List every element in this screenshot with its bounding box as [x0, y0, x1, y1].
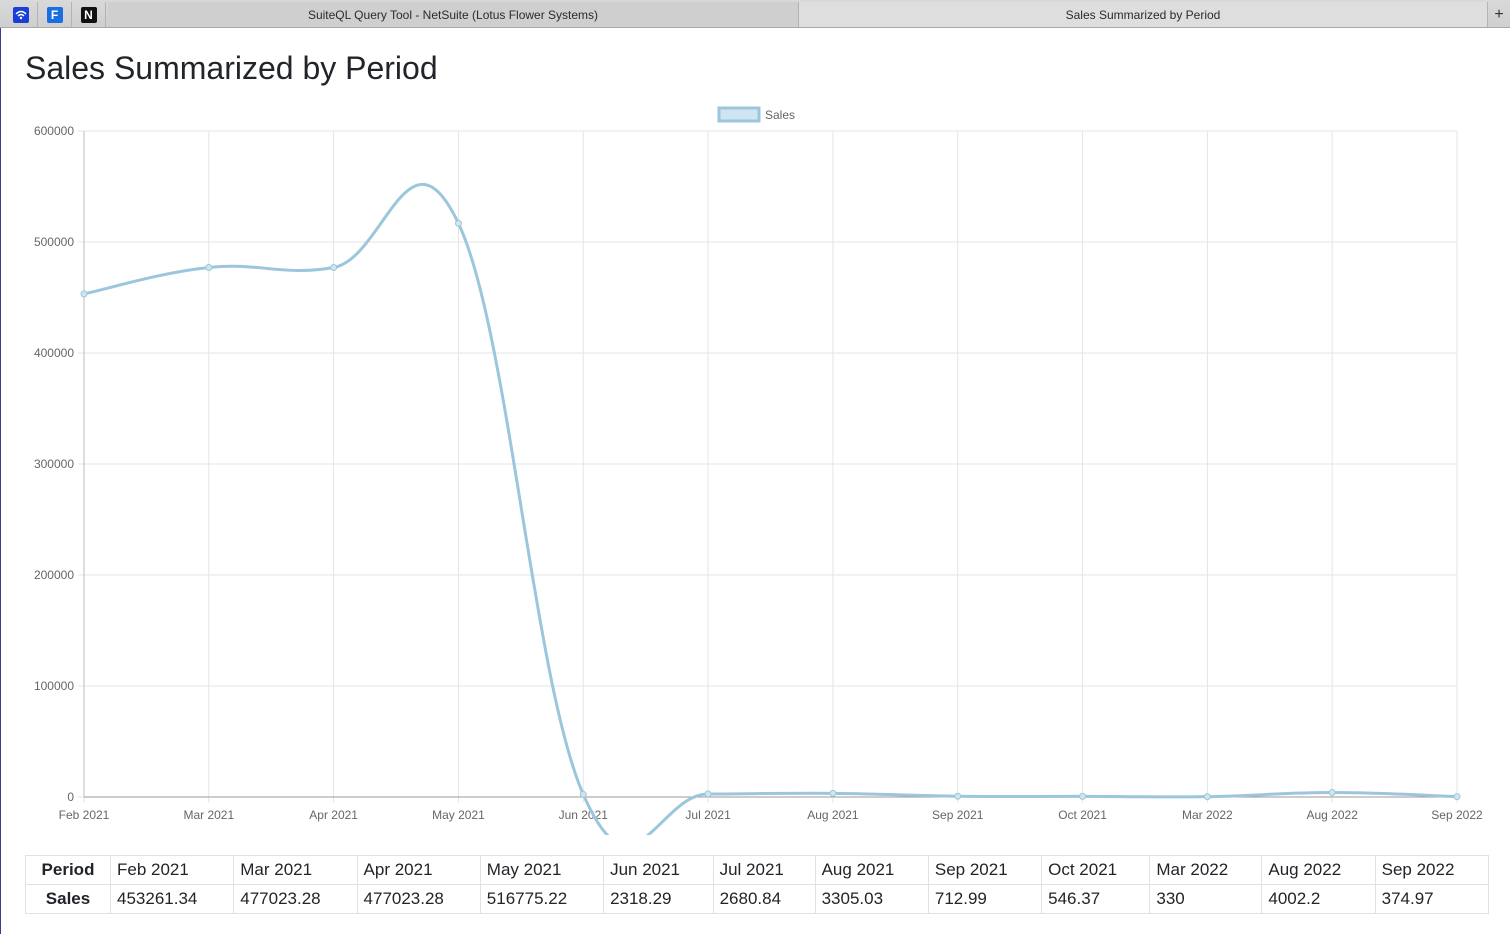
y-tick-label: 600000	[34, 124, 74, 138]
data-point-sales	[330, 264, 338, 272]
table-cell-period: Aug 2021	[814, 855, 929, 885]
x-tick-label: Jul 2021	[685, 808, 731, 822]
x-tick-label: Apr 2021	[309, 808, 358, 822]
table-cell-sales: 2680.84	[712, 884, 816, 914]
y-tick-label: 500000	[34, 235, 74, 249]
sales-data-table: Period Feb 2021 Mar 2021 Apr 2021 May 2021 J…	[25, 855, 1490, 914]
tab-sales-summarized[interactable]: Sales Summarized by Period	[799, 2, 1488, 27]
table-cell-period: Sep 2021	[927, 855, 1043, 885]
row-header-sales: Sales	[25, 884, 111, 914]
legend-swatch-sales	[717, 106, 761, 123]
table-cell-sales: 546.37	[1041, 884, 1151, 914]
data-point-sales	[1203, 793, 1211, 801]
data-point-sales	[704, 790, 712, 798]
y-tick-label: 400000	[34, 346, 74, 360]
table-cell-sales: 3305.03	[814, 884, 929, 914]
data-point-sales	[80, 290, 88, 298]
pinned-tab-n[interactable]: N	[72, 2, 106, 27]
data-point-sales	[1079, 792, 1087, 800]
table-cell-sales: 516775.22	[479, 884, 605, 914]
x-tick-label: Aug 2022	[1306, 808, 1358, 822]
tab-suiteql-query-tool[interactable]: SuiteQL Query Tool - NetSuite (Lotus Flo…	[108, 2, 799, 27]
table-cell-period: May 2021	[479, 855, 605, 885]
chart-legend: Sales	[717, 106, 795, 123]
pinned-tab-sxm[interactable]	[4, 2, 38, 27]
y-tick-label: 0	[67, 790, 74, 804]
series-points-sales	[80, 219, 1461, 801]
table-cell-period: Jul 2021	[712, 855, 816, 885]
data-point-sales	[1328, 789, 1336, 797]
x-tick-label: Jun 2021	[559, 808, 609, 822]
f-icon: F	[46, 6, 63, 23]
table-cell-sales: 453261.34	[109, 884, 235, 914]
browser-tab-bar: F N SuiteQL Query Tool - NetSuite (Lotus…	[0, 0, 1510, 28]
y-axis-ticks: 600000 500000 400000 300000 200000 100000 0	[34, 124, 74, 804]
table-cell-sales: 330	[1149, 884, 1263, 914]
x-tick-label: May 2021	[432, 808, 485, 822]
legend-label-sales: Sales	[765, 108, 795, 122]
y-tick-label: 200000	[34, 568, 74, 582]
sxm-wifi-icon	[12, 6, 29, 23]
data-point-sales	[954, 792, 962, 800]
row-header-period: Period	[25, 855, 111, 885]
table-cell-period: Apr 2021	[356, 855, 481, 885]
tab-label: SuiteQL Query Tool - NetSuite (Lotus Flo…	[307, 7, 599, 22]
table-cell-period: Jun 2021	[603, 855, 714, 885]
x-tick-label: Mar 2021	[183, 808, 234, 822]
table-cell-sales: 2318.29	[603, 884, 714, 914]
data-point-sales	[1453, 793, 1461, 801]
data-point-sales	[205, 264, 213, 272]
x-tick-label: Sep 2022	[1431, 808, 1483, 822]
page-title: Sales Summarized by Period	[25, 50, 438, 86]
x-tick-label: Feb 2021	[59, 808, 110, 822]
table-row-sales: Sales 453261.34 477023.28 477023.28 516775.…	[25, 884, 1490, 914]
table-cell-sales: 477023.28	[233, 884, 358, 914]
table-cell-period: Mar 2022	[1149, 855, 1263, 885]
series-line-sales	[83, 182, 1458, 835]
table-cell-sales: 712.99	[927, 884, 1043, 914]
x-tick-label: Sep 2021	[932, 808, 984, 822]
table-row-period: Period Feb 2021 Mar 2021 Apr 2021 May 2021 J…	[25, 855, 1490, 885]
new-tab-button[interactable]: +	[1494, 5, 1504, 23]
chart-grid	[78, 130, 1458, 803]
x-tick-label: Aug 2021	[807, 808, 859, 822]
y-tick-label: 300000	[34, 457, 74, 471]
x-tick-label: Oct 2021	[1058, 808, 1107, 822]
y-tick-label: 100000	[34, 679, 74, 693]
table-cell-period: Oct 2021	[1041, 855, 1151, 885]
table-cell-sales: 374.97	[1374, 884, 1490, 914]
data-point-sales	[829, 789, 837, 797]
x-tick-label: Mar 2022	[1182, 808, 1233, 822]
window-left-border	[0, 0, 1, 934]
table-cell-period: Mar 2021	[233, 855, 358, 885]
n-icon: N	[80, 6, 97, 23]
table-cell-period: Feb 2021	[109, 855, 235, 885]
table-cell-period: Aug 2022	[1261, 855, 1376, 885]
tab-label: Sales Summarized by Period	[1065, 7, 1221, 22]
x-axis-ticks: Feb 2021 Mar 2021 Apr 2021 May 2021 Jun 2021…	[59, 808, 1483, 822]
sales-line-chart: 600000 500000 400000 300000 200000 100000 0 Fe…	[34, 106, 1483, 835]
data-point-sales	[454, 219, 462, 227]
table-cell-sales: 4002.2	[1261, 884, 1376, 914]
table-cell-period: Sep 2022	[1374, 855, 1490, 885]
pinned-tab-f[interactable]: F	[38, 2, 72, 27]
data-point-sales	[579, 790, 587, 798]
table-cell-sales: 477023.28	[356, 884, 481, 914]
